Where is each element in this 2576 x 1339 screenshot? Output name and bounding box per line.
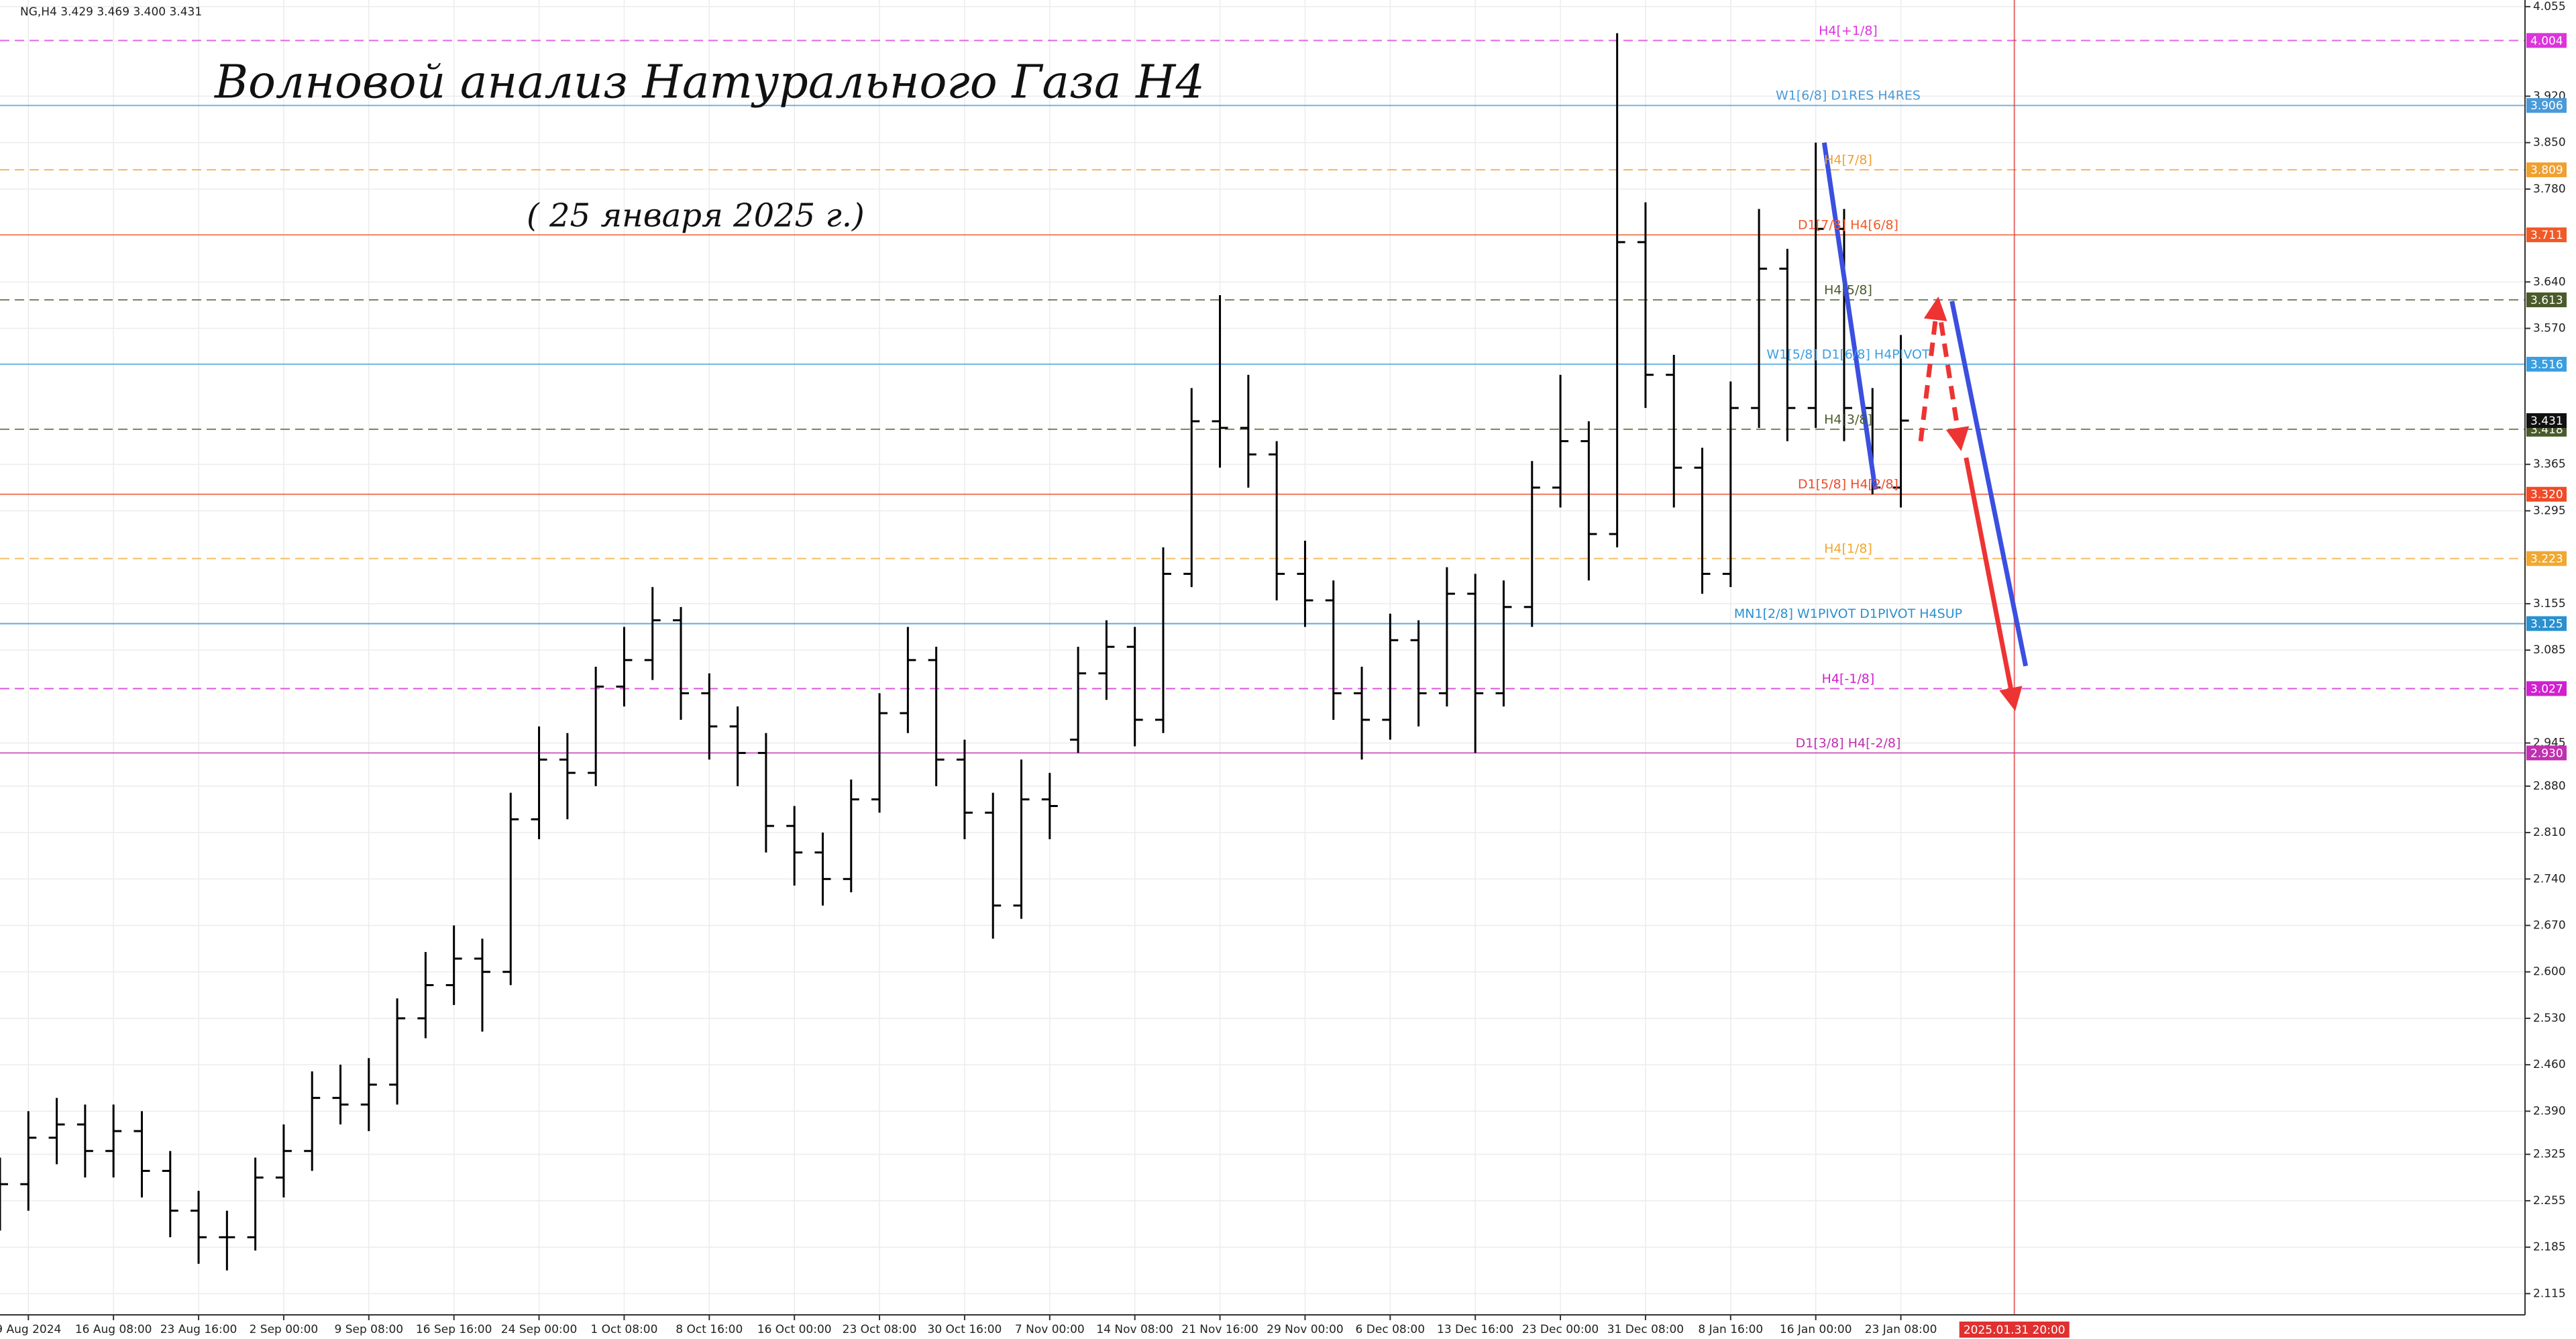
level-price-label: 3.809 (2530, 164, 2563, 177)
level-price-box (2526, 745, 2567, 761)
x-tick-label: 29 Nov 00:00 (1267, 1323, 1344, 1336)
level-price-label: 2.930 (2530, 747, 2563, 760)
level-text: D1[5/8] H4[2/8] (1798, 477, 1898, 492)
x-tick-label: 16 Oct 00:00 (757, 1323, 832, 1336)
y-tick-label: 4.055 (2533, 0, 2566, 13)
chart-title: Волновой анализ Натурального Газа Н4 (213, 56, 1205, 109)
level-price-label: 4.004 (2530, 34, 2563, 48)
y-tick-label: 3.295 (2533, 504, 2566, 517)
x-tick-label: 14 Nov 08:00 (1096, 1323, 1173, 1336)
header: NG,H4 3.429 3.469 3.400 3.431 (20, 5, 202, 19)
y-tick-label: 3.780 (2533, 182, 2566, 196)
level-price-box (2526, 98, 2567, 113)
level-text: H4[3/8] (1824, 412, 1872, 427)
level-price-label: 3.516 (2530, 358, 2563, 372)
y-tick-label: 2.390 (2533, 1104, 2566, 1118)
level-text: H4[7/8] (1824, 153, 1872, 168)
y-tick-label: 2.600 (2533, 965, 2566, 979)
y-tick-label: 3.640 (2533, 275, 2566, 288)
y-tick-label: 3.155 (2533, 597, 2566, 610)
y-tick-label: 2.880 (2533, 780, 2566, 793)
y-tick-label: 3.365 (2533, 458, 2566, 471)
level-price-label: 3.027 (2530, 682, 2563, 696)
x-tick-label: 6 Dec 08:00 (1356, 1323, 1426, 1336)
forecast-line (1918, 297, 1947, 442)
x-tick-label: 9 Aug 2024 (0, 1323, 61, 1336)
level-text: D1[7/8] H4[6/8] (1798, 218, 1898, 233)
x-tick-label: 24 Sep 00:00 (501, 1323, 577, 1336)
x-tick-label: 23 Jan 08:00 (1865, 1323, 1937, 1336)
y-tick-label: 2.740 (2533, 872, 2566, 886)
level-price-box (2526, 551, 2567, 566)
x-tick-label: 23 Dec 00:00 (1522, 1323, 1599, 1336)
x-tick-label: 1 Oct 08:00 (590, 1323, 657, 1336)
x-tick-label: 21 Nov 16:00 (1181, 1323, 1258, 1336)
level-price-box (2526, 681, 2567, 696)
level-text: H4[+1/8] (1819, 23, 1878, 38)
level-price-box (2526, 486, 2567, 502)
x-tick-label: 16 Aug 08:00 (75, 1323, 152, 1336)
level-text: H4[5/8] (1824, 282, 1872, 297)
level-text: D1[3/8] H4[-2/8] (1796, 736, 1901, 751)
forecast-line (1821, 142, 1878, 490)
time-box (1959, 1322, 2070, 1338)
y-tick-label: 3.570 (2533, 322, 2566, 335)
y-tick-label: 2.460 (2533, 1058, 2566, 1071)
x-tick-label: 8 Jan 16:00 (1698, 1323, 1763, 1336)
level-price-label: 3.223 (2530, 553, 2563, 566)
y-tick-label: 2.530 (2533, 1012, 2566, 1025)
level-price-box (2526, 162, 2567, 178)
x-tick-label: 2 Sep 00:00 (250, 1323, 319, 1336)
x-tick-label: 13 Dec 16:00 (1437, 1323, 1513, 1336)
level-price-label: 3.320 (2530, 488, 2563, 502)
level-price-box (2526, 227, 2567, 243)
y-tick-label: 3.085 (2533, 643, 2566, 657)
y-tick-label: 2.255 (2533, 1194, 2566, 1208)
y-tick-label: 2.670 (2533, 919, 2566, 932)
level-price-label: 3.125 (2530, 618, 2563, 631)
level-price-label: 3.711 (2530, 229, 2563, 242)
current-price-label: 3.431 (2530, 415, 2563, 428)
x-tick-label: 31 Dec 08:00 (1607, 1323, 1684, 1336)
x-tick-label: 16 Jan 00:00 (1780, 1323, 1852, 1336)
level-text: H4[-1/8] (1822, 672, 1875, 686)
x-tick-label: 23 Aug 16:00 (160, 1323, 237, 1336)
time-label: 2025.01.31 20:00 (1964, 1324, 2065, 1337)
y-tick-label: 2.810 (2533, 826, 2566, 839)
level-price-label: 3.906 (2530, 99, 2563, 113)
y-tick-label: 2.325 (2533, 1148, 2566, 1161)
x-tick-label: 23 Oct 08:00 (843, 1323, 917, 1336)
forecast-line (1949, 301, 2029, 667)
forecast-line (1964, 457, 2023, 712)
forecast-line (1935, 301, 1970, 451)
y-tick-label: 3.850 (2533, 136, 2566, 150)
x-tick-label: 7 Nov 00:00 (1015, 1323, 1085, 1336)
x-tick-label: 16 Sep 16:00 (416, 1323, 492, 1336)
level-price-box (2526, 356, 2567, 372)
level-price-box (2526, 292, 2567, 307)
level-price-label: 3.613 (2530, 294, 2563, 307)
level-price-box (2526, 616, 2567, 631)
y-tick-label: 2.185 (2533, 1240, 2566, 1254)
chart-subtitle: ( 25 января 2025 г.) (527, 197, 865, 235)
level-text: W1[5/8] D1[6/8] H4PIVOT (1766, 347, 1930, 362)
x-tick-label: 30 Oct 16:00 (928, 1323, 1002, 1336)
level-text: H4[1/8] (1824, 541, 1872, 556)
x-tick-label: 8 Oct 16:00 (676, 1323, 743, 1336)
current-price-box (2526, 413, 2567, 428)
x-tick-label: 9 Sep 08:00 (334, 1323, 403, 1336)
level-text: W1[6/8] D1RES H4RES (1776, 89, 1921, 103)
level-text: MN1[2/8] W1PIVOT D1PIVOT H4SUP (1734, 606, 1962, 621)
y-tick-label: 2.115 (2533, 1287, 2566, 1300)
level-price-box (2526, 33, 2567, 48)
